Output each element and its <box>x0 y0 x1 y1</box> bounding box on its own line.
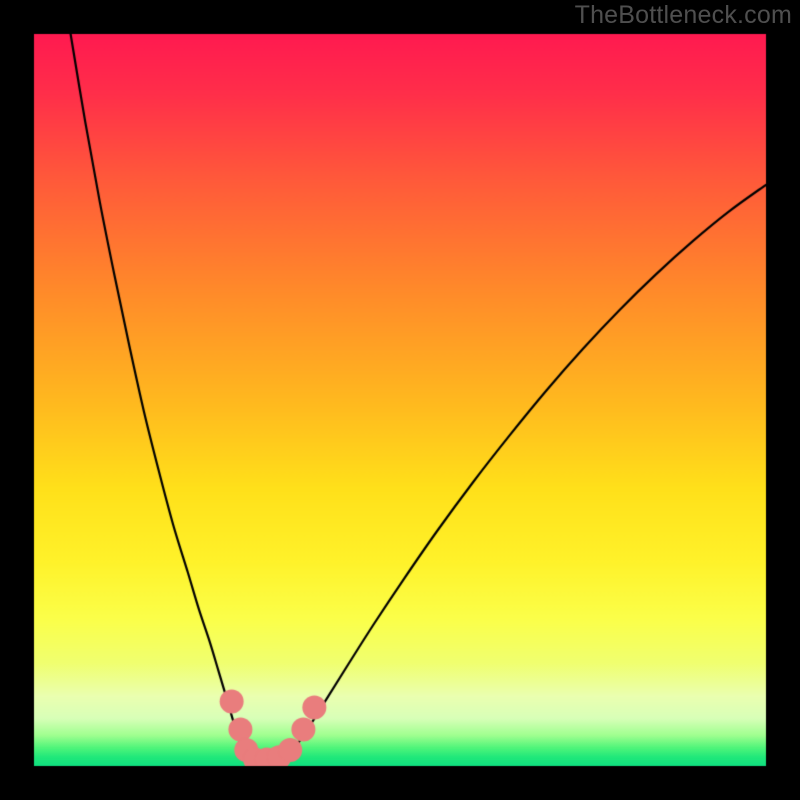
bottleneck-chart-canvas <box>0 0 800 800</box>
chart-stage: TheBottleneck.com <box>0 0 800 800</box>
watermark-label: TheBottleneck.com <box>575 0 792 30</box>
